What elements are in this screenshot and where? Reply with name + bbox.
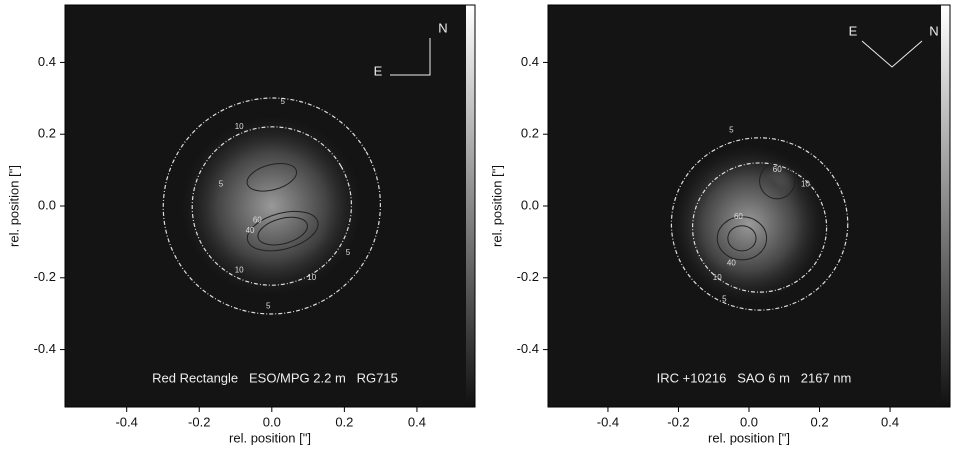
contour [191,126,353,286]
x-tick-label: 0.2 [335,414,353,429]
x-axis-label: rel. position ["] [708,430,790,445]
y-tick-label: 0.2 [38,126,56,141]
compass-arrows [390,38,431,76]
compass-east: E [374,63,383,78]
contour [670,137,849,311]
contour-label: 5 [729,126,734,135]
x-tick-label: -0.2 [667,414,689,429]
contour [759,162,796,200]
contour-label: 40 [246,226,255,235]
contour-label: 5 [346,248,351,257]
y-tick-label: 0.4 [521,54,539,69]
contour-label: 10 [235,266,244,275]
y-tick-label: 0.2 [521,126,539,141]
contour-label: 40 [727,259,736,268]
compass-north: N [438,20,447,35]
x-tick-label: -0.2 [188,414,210,429]
colorbar [941,5,950,407]
contour-label: 5 [219,180,224,189]
annotation: IRC +10216 SAO 6 m 2167 nm [657,370,852,385]
contour [162,97,381,315]
panel: 5 10 5 60 40 10 5 10 5 -0.4 -0.2 0.0 0.2 0.4 -0.4 -0.2 0… [6,4,476,445]
y-axis-label: rel. position ["] [489,165,504,247]
y-tick-label: 0.4 [38,54,56,69]
y-tick-label: -0.4 [517,341,539,356]
contour-label: 5 [280,97,285,106]
x-tick-label: 0.4 [881,414,899,429]
compass-east: E [849,23,858,38]
intensity-blob [181,116,363,296]
y-axis-label: rel. position ["] [6,165,21,247]
contour-label: 60 [734,212,743,221]
y-tick-label: -0.4 [34,341,56,356]
contour-label: 5 [266,302,271,311]
y-tick-label: 0.0 [38,197,56,212]
contour-label: 5 [722,294,727,303]
contour [246,210,319,252]
y-tick-label: 0.0 [521,197,539,212]
contour [727,225,757,252]
x-tick-label: 0.0 [263,414,281,429]
contour [716,216,768,261]
x-tick-label: -0.4 [597,414,619,429]
y-tick-label: -0.2 [517,269,539,284]
annotation: Red Rectangle ESO/MPG 2.2 m RG715 [152,370,398,385]
panel: 5 10 60 40 10 5 60 -0.4 -0.2 0.0 0.2 0.4 -0.4 -0.2 0.0… [489,4,951,445]
x-axis-label: rel. position ["] [229,430,311,445]
intensity-blob [671,144,827,303]
contour-label: 10 [235,122,244,131]
contour-label: 10 [801,180,810,189]
colorbar [466,5,475,407]
contour-label: 60 [253,215,262,224]
contour [257,216,308,246]
compass-north: N [929,23,938,38]
y-tick-label: -0.2 [34,269,56,284]
x-tick-label: 0.0 [740,414,758,429]
contour-label: 60 [773,165,782,174]
x-tick-label: 0.2 [810,414,828,429]
x-tick-label: -0.4 [115,414,137,429]
x-tick-label: 0.4 [408,414,426,429]
contour [691,162,828,293]
compass-arrows [861,40,923,68]
contour-label: 10 [307,273,316,282]
contour [246,162,298,192]
contour-label: 10 [713,273,722,282]
